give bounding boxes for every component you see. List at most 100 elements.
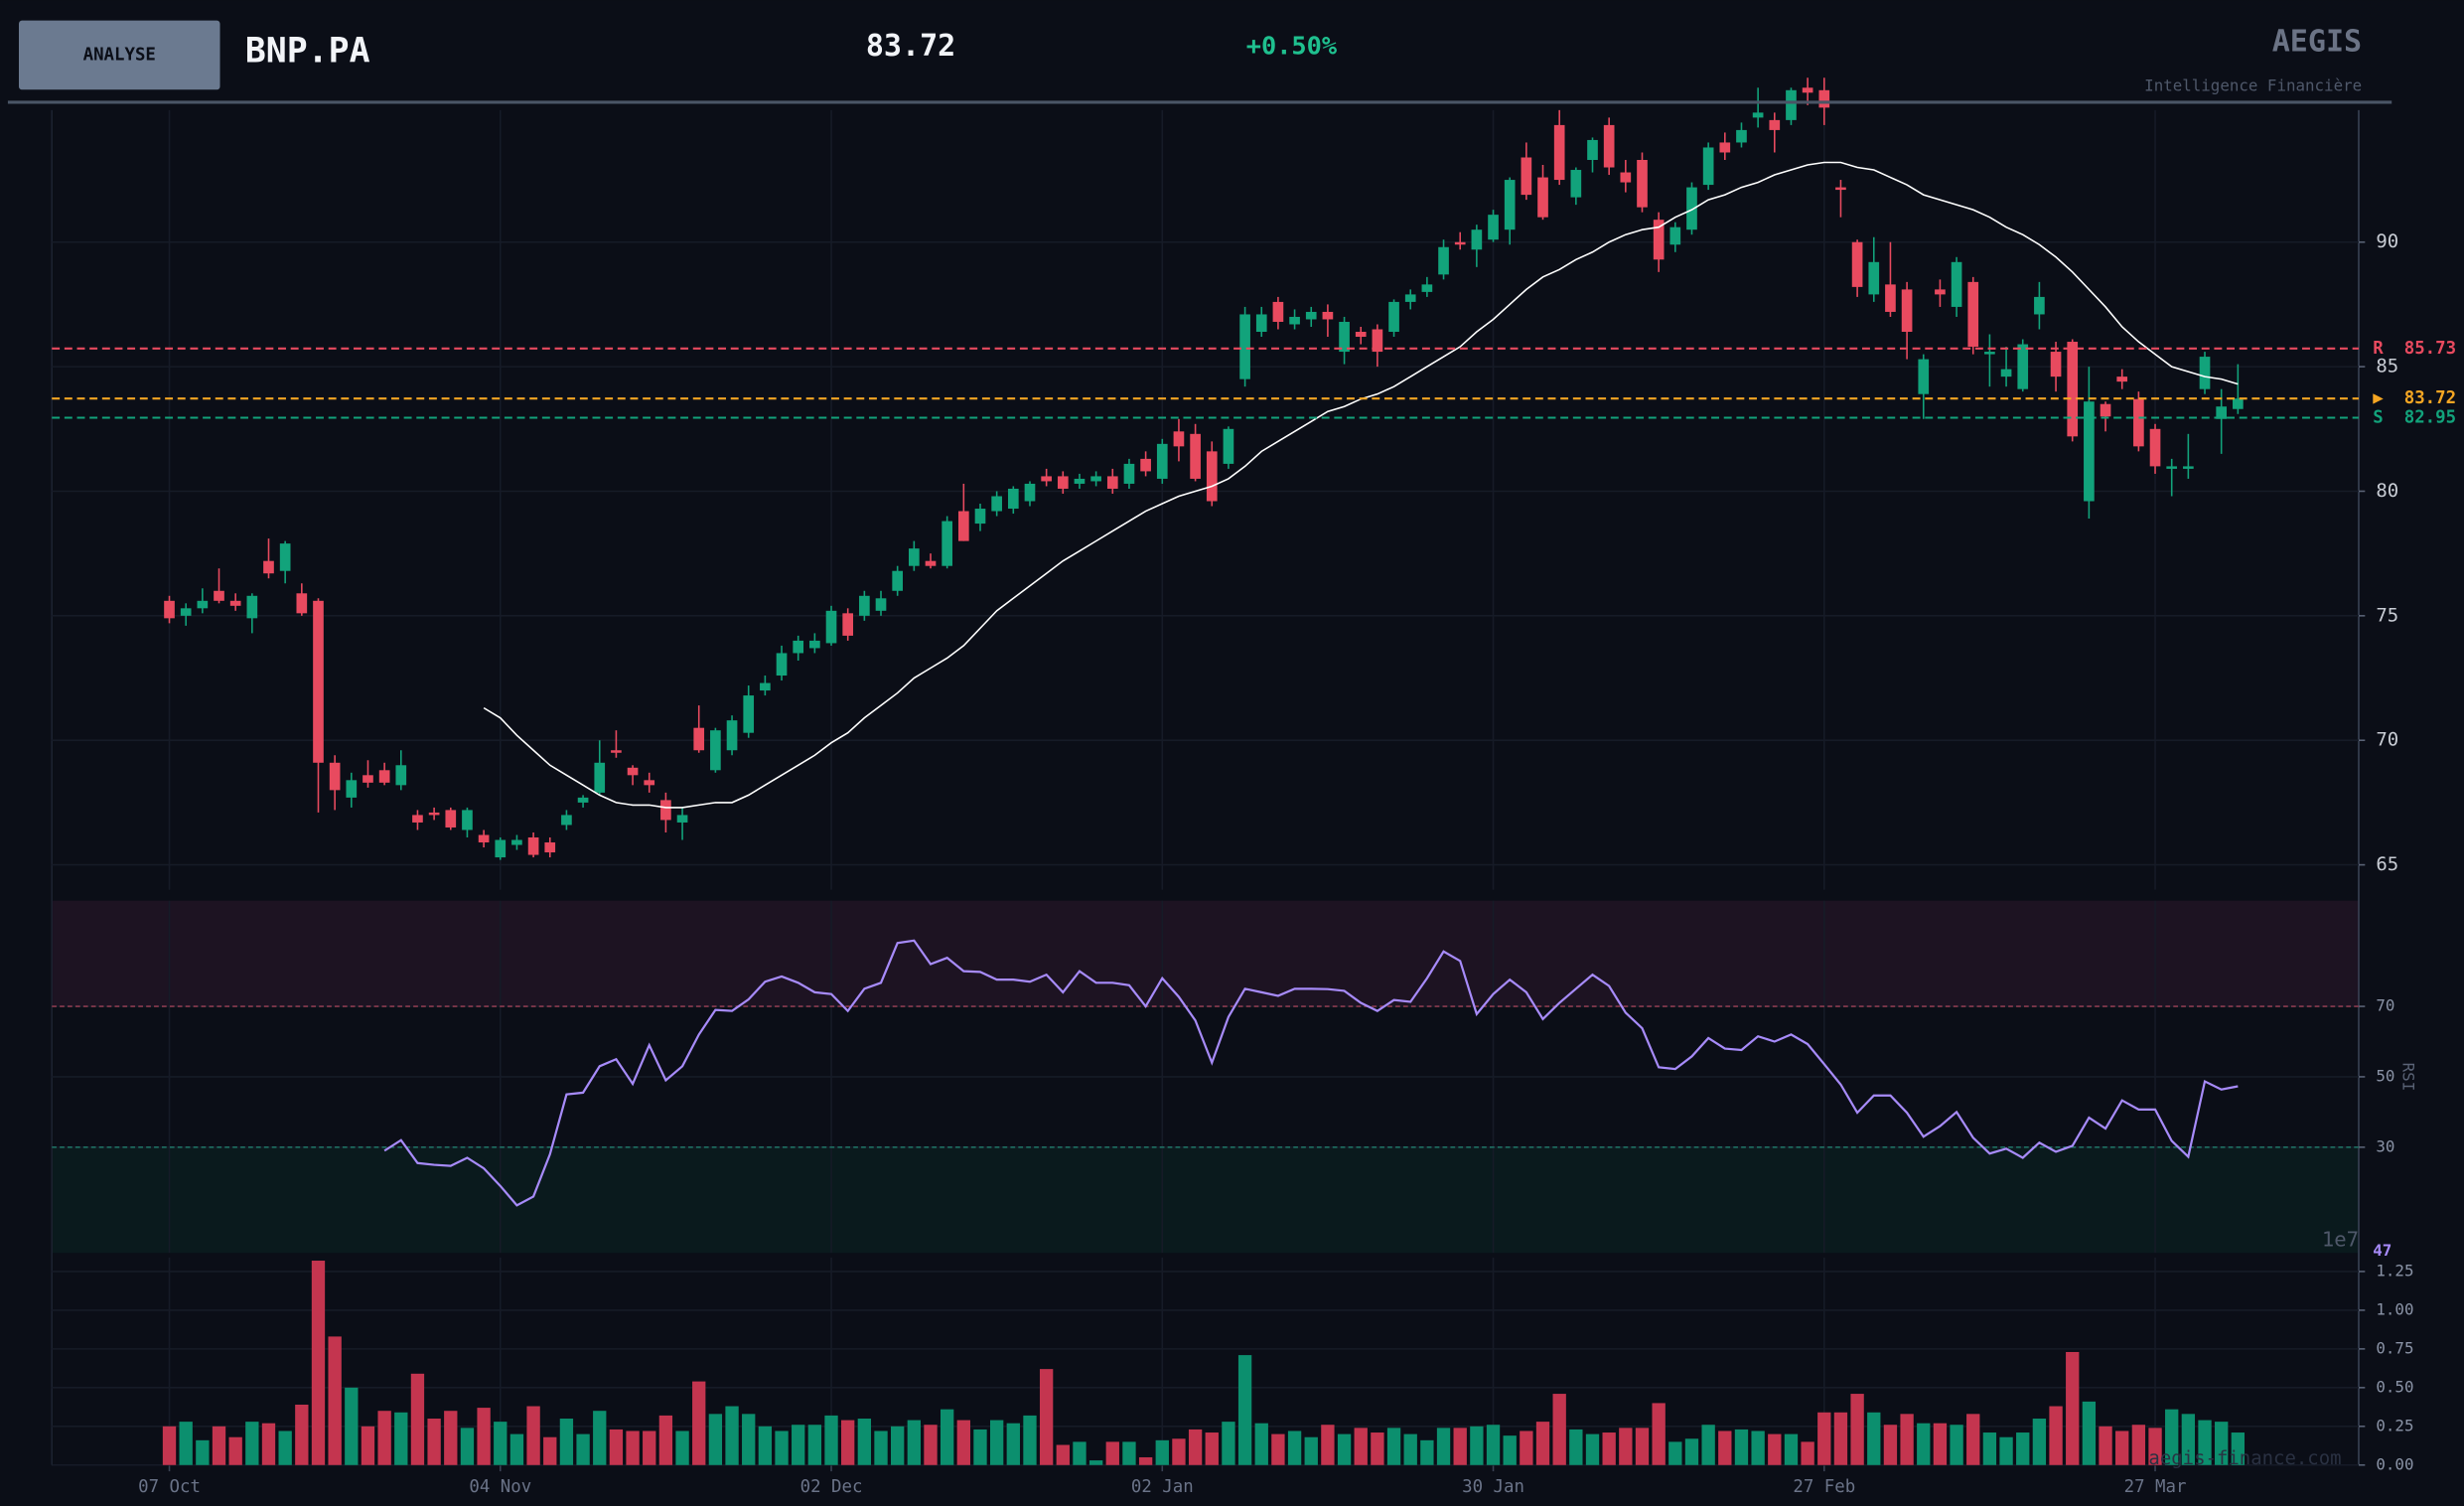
volume-bar (1453, 1428, 1467, 1465)
volume-bar (1503, 1435, 1517, 1465)
candle-body (2017, 344, 2029, 389)
volume-bar (179, 1422, 193, 1465)
grid (51, 109, 2366, 1472)
candle-body (1190, 433, 1201, 479)
volume-bar (1751, 1431, 1765, 1465)
candle-body (1057, 476, 1069, 489)
volume-bar (2181, 1414, 2196, 1465)
volume-bar (1304, 1436, 1318, 1465)
y-tick-label: 80 (2376, 480, 2398, 502)
x-tick-label: 02 Dec (800, 1477, 863, 1497)
candle-body (378, 770, 390, 783)
volume-bar (626, 1431, 640, 1465)
candle-body (1404, 294, 1416, 302)
candle-body (859, 595, 870, 616)
candle-body (1669, 226, 1681, 245)
watermark: aegis-finance.com (2148, 1447, 2341, 1469)
volume-bar (509, 1433, 524, 1465)
volume-bar (973, 1429, 987, 1465)
volume-bar (1188, 1429, 1203, 1465)
volume-bar (775, 1431, 789, 1465)
y-tick-label: 70 (2376, 729, 2398, 751)
volume-bar (609, 1429, 624, 1465)
volume-bar (460, 1428, 475, 1465)
candle-body (1024, 483, 1036, 502)
button-label[interactable]: ANALYSE (83, 45, 156, 65)
volume-bar (2032, 1419, 2047, 1465)
volume-bar (576, 1433, 590, 1465)
volume-bar (2099, 1426, 2112, 1465)
candle-body (2116, 376, 2128, 382)
volume-bar (1039, 1369, 1054, 1465)
volume-offset: 1e7 (2322, 1228, 2359, 1252)
candle-body (974, 509, 986, 525)
candle-body (1206, 451, 1218, 502)
marks (52, 77, 2359, 1465)
volume-bar (2198, 1420, 2212, 1465)
y-tick-label: 30 (2376, 1136, 2394, 1155)
volume-bar (1917, 1423, 1931, 1465)
volume-bar (1337, 1433, 1352, 1465)
volume-bar (1784, 1433, 1799, 1465)
candle-body (1305, 311, 1317, 320)
candle-body (511, 839, 522, 845)
volume-bar (824, 1415, 838, 1465)
volume-bar (593, 1411, 607, 1465)
candle-body (1454, 241, 1466, 245)
candle-body (1272, 301, 1284, 322)
volume-bar (295, 1404, 309, 1465)
volume-bar (1718, 1431, 1732, 1465)
volume-bar (1056, 1444, 1070, 1465)
volume-bar (1833, 1412, 1848, 1465)
volume-bar (1933, 1423, 1948, 1465)
candle-body (1355, 332, 1367, 338)
volume-bar (2049, 1406, 2063, 1465)
x-tick-label: 04 Nov (469, 1477, 531, 1497)
volume-bar (1734, 1429, 1749, 1465)
x-tick-label: 02 Jan (1131, 1477, 1194, 1497)
volume-bar (643, 1431, 656, 1465)
candle-body (1637, 159, 1648, 208)
x-tick-label: 07 Oct (138, 1477, 201, 1497)
level-tag: ▶ (2373, 388, 2384, 408)
volume-bar (1470, 1426, 1484, 1465)
analyse-button[interactable] (18, 20, 220, 90)
volume-bar (278, 1431, 292, 1465)
volume-bar (1602, 1432, 1616, 1465)
volume-bar (526, 1406, 540, 1465)
volume-bar (410, 1373, 425, 1465)
level-value: 85.73 (2404, 339, 2456, 359)
volume-bar (841, 1420, 855, 1465)
volume-bar (1635, 1428, 1650, 1465)
volume-bar (361, 1426, 375, 1465)
level-tag: S (2373, 408, 2383, 428)
candle-body (660, 800, 671, 821)
volume-bar (427, 1419, 441, 1465)
volume-bar (1155, 1439, 1169, 1465)
candle-body (2067, 342, 2079, 437)
volume-bar (1105, 1441, 1119, 1465)
candle-body (909, 548, 920, 566)
volume-bar (1205, 1432, 1219, 1465)
candle-body (2050, 352, 2062, 377)
volume-bar (907, 1420, 922, 1465)
candle-body (2183, 466, 2194, 469)
volume-bar (261, 1423, 276, 1465)
volume-bar (1271, 1433, 1285, 1465)
volume-bar (742, 1414, 756, 1465)
candle-body (2084, 401, 2095, 502)
candle-body (544, 842, 556, 853)
candle-body (263, 560, 274, 574)
candle-body (527, 837, 539, 855)
volume-bar (377, 1411, 391, 1465)
candle-body (627, 767, 639, 776)
candle-body (1935, 289, 1946, 295)
candle-body (395, 765, 407, 786)
volume-bar (1817, 1412, 1831, 1465)
volume-bar (1966, 1414, 1980, 1465)
y-tick-label: 0.00 (2376, 1454, 2413, 1473)
candle-body (1123, 463, 1135, 484)
